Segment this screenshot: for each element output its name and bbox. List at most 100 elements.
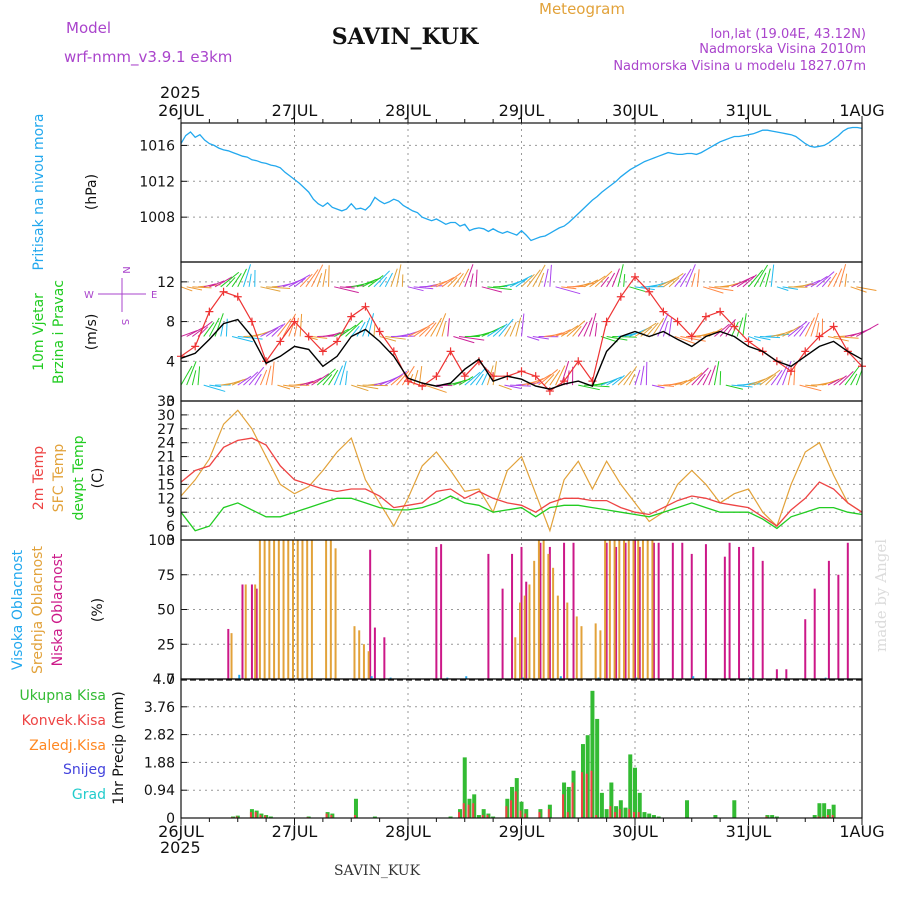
mid-cloud-bar <box>599 630 602 679</box>
high-cloud-bar <box>692 676 695 679</box>
y-tick-label: 1.88 <box>144 755 175 771</box>
gust-marker <box>673 317 682 326</box>
x-tick-label-top: 26JUL <box>158 101 204 120</box>
precip-bar-total <box>628 754 633 818</box>
wind-arrow <box>413 322 435 337</box>
mid-cloud-bar <box>277 540 280 679</box>
low-cloud-bar <box>723 556 726 679</box>
y-tick-label: 0 <box>166 672 175 688</box>
precip-bar-total <box>637 792 642 818</box>
pressure-unit: (hPa) <box>84 174 100 210</box>
y-tick-label: 33 <box>157 394 175 410</box>
wind-arrow <box>697 373 706 386</box>
cloud-ylabel-3: Niska Oblacnost <box>50 553 66 666</box>
mid-cloud-bar <box>575 616 578 679</box>
wind-arrow <box>453 379 466 386</box>
precip-bar-conv <box>571 782 574 818</box>
wind-arrow <box>515 278 528 288</box>
compass-rose: N S W E <box>84 266 157 325</box>
wind-arrow <box>322 374 333 386</box>
low-cloud-bar <box>761 560 764 679</box>
wind-arrow <box>526 269 541 288</box>
precip-bar-conv <box>580 772 583 818</box>
low-cloud-bar <box>255 588 258 679</box>
wind-arrow <box>776 365 788 386</box>
precip-bar-conv <box>330 815 333 818</box>
precip-bar-conv <box>519 810 522 818</box>
high-cloud-bar <box>446 677 449 679</box>
precip-bar-conv <box>325 813 328 818</box>
wind-arrow <box>203 283 216 288</box>
wind-arrow <box>748 378 766 386</box>
gust-marker <box>829 322 838 331</box>
precip-bar-total <box>476 815 481 818</box>
wind-arrow <box>680 335 706 342</box>
x-tick-label-top: 1AUG <box>839 101 884 120</box>
y-tick-label: 50 <box>157 603 175 619</box>
wind-arrow <box>549 332 563 337</box>
wind-arrow <box>799 384 822 392</box>
gust-marker <box>574 357 583 366</box>
gust-marker <box>361 302 370 311</box>
wind-arrow <box>459 335 485 341</box>
low-cloud-bar <box>690 553 693 679</box>
precip-bar-total <box>812 815 817 818</box>
gust-marker <box>517 367 526 376</box>
wind-arrow <box>600 276 610 288</box>
precip-bar-conv <box>562 794 565 818</box>
wind-arrow <box>549 369 561 386</box>
y-tick-label: 18 <box>157 464 175 480</box>
temp-labels: 2m Temp SFC Temp dewpt Temp (C) <box>31 435 106 520</box>
wind-arrow <box>486 365 494 386</box>
low-cloud-bar <box>227 628 230 679</box>
precip-bar-total <box>817 803 822 818</box>
model-name: wrf-nmm_v3.9.1 e3km <box>64 48 232 67</box>
gust-marker <box>744 337 753 346</box>
low-cloud-bar <box>738 546 741 679</box>
wind-arrow <box>611 268 620 288</box>
wind-arrow <box>441 272 462 288</box>
wind-arrow <box>288 274 311 288</box>
mid-cloud-bar <box>358 630 361 679</box>
wind-arrow <box>243 371 259 386</box>
precip-bar-total <box>774 816 779 818</box>
precip-bar-conv <box>633 812 635 818</box>
product-title: Meteogram <box>539 0 625 18</box>
precip-bar-total <box>713 815 718 818</box>
wind-arrow <box>487 327 501 337</box>
wind-arrow <box>231 273 242 288</box>
wind-arrow <box>231 379 244 386</box>
wind-arrow <box>736 278 750 288</box>
precip-bar-total <box>831 804 836 818</box>
wind-arrow <box>782 286 799 290</box>
low-cloud-bar <box>846 542 849 679</box>
precip-bar-conv <box>254 812 257 818</box>
low-cloud-bar <box>520 546 523 679</box>
wind-arrow <box>328 265 330 287</box>
gust-marker <box>205 307 214 316</box>
t2m-line <box>180 437 863 527</box>
wind-arrow <box>396 370 410 386</box>
wind-arrow <box>549 264 552 287</box>
gust-marker <box>815 332 824 341</box>
wind-arrow <box>435 313 447 337</box>
gust-marker <box>801 347 810 356</box>
wind-arrow <box>612 335 637 338</box>
wind-arrow <box>203 322 215 337</box>
gust-marker <box>631 272 639 281</box>
wind-arrow <box>294 277 306 288</box>
y-tick-label: 1012 <box>139 174 175 190</box>
precip-bar-conv <box>524 813 527 818</box>
mid-cloud-bar <box>367 651 370 679</box>
wind-arrow <box>401 274 404 287</box>
wind-arrow <box>617 264 624 287</box>
wind-arrow <box>464 264 474 287</box>
precip-bar-conv <box>637 812 640 818</box>
mid-cloud-bar <box>230 633 233 679</box>
mid-cloud-bar <box>580 626 583 679</box>
elevation-text: Nadmorska Visina 2010m <box>699 42 866 57</box>
wind-arrow <box>316 368 336 386</box>
gust-marker <box>602 317 611 326</box>
low-cloud-bar <box>525 581 528 679</box>
